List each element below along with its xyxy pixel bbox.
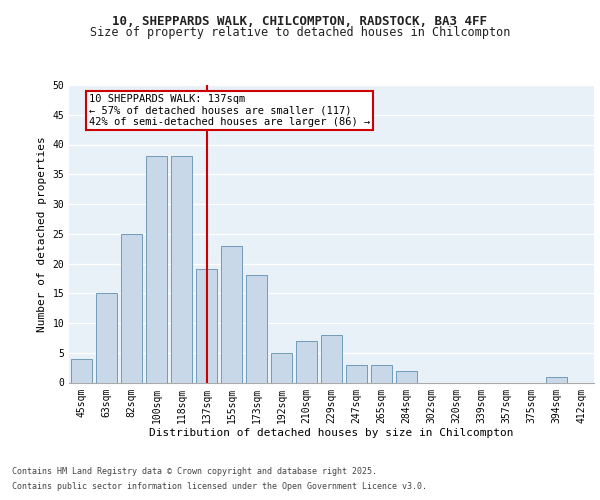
Bar (121, 234, 142, 382)
Bar (271, 353, 292, 382)
Bar (196, 270, 217, 382)
Bar (221, 246, 242, 382)
Text: 10 SHEPPARDS WALK: 137sqm
← 57% of detached houses are smaller (117)
42% of semi: 10 SHEPPARDS WALK: 137sqm ← 57% of detac… (89, 94, 370, 127)
Bar (146, 156, 167, 382)
X-axis label: Distribution of detached houses by size in Chilcompton: Distribution of detached houses by size … (149, 428, 514, 438)
Bar (171, 156, 192, 382)
Text: Contains HM Land Registry data © Crown copyright and database right 2025.: Contains HM Land Registry data © Crown c… (12, 467, 377, 476)
Bar (246, 276, 267, 382)
Bar (96, 293, 117, 382)
Bar (371, 364, 392, 382)
Bar (346, 364, 367, 382)
Y-axis label: Number of detached properties: Number of detached properties (37, 136, 47, 332)
Bar (546, 376, 567, 382)
Bar (321, 335, 342, 382)
Text: 10, SHEPPARDS WALK, CHILCOMPTON, RADSTOCK, BA3 4FF: 10, SHEPPARDS WALK, CHILCOMPTON, RADSTOC… (113, 15, 487, 28)
Bar (71, 358, 92, 382)
Text: Contains public sector information licensed under the Open Government Licence v3: Contains public sector information licen… (12, 482, 427, 491)
Bar (296, 341, 317, 382)
Text: Size of property relative to detached houses in Chilcompton: Size of property relative to detached ho… (90, 26, 510, 39)
Bar (396, 370, 417, 382)
